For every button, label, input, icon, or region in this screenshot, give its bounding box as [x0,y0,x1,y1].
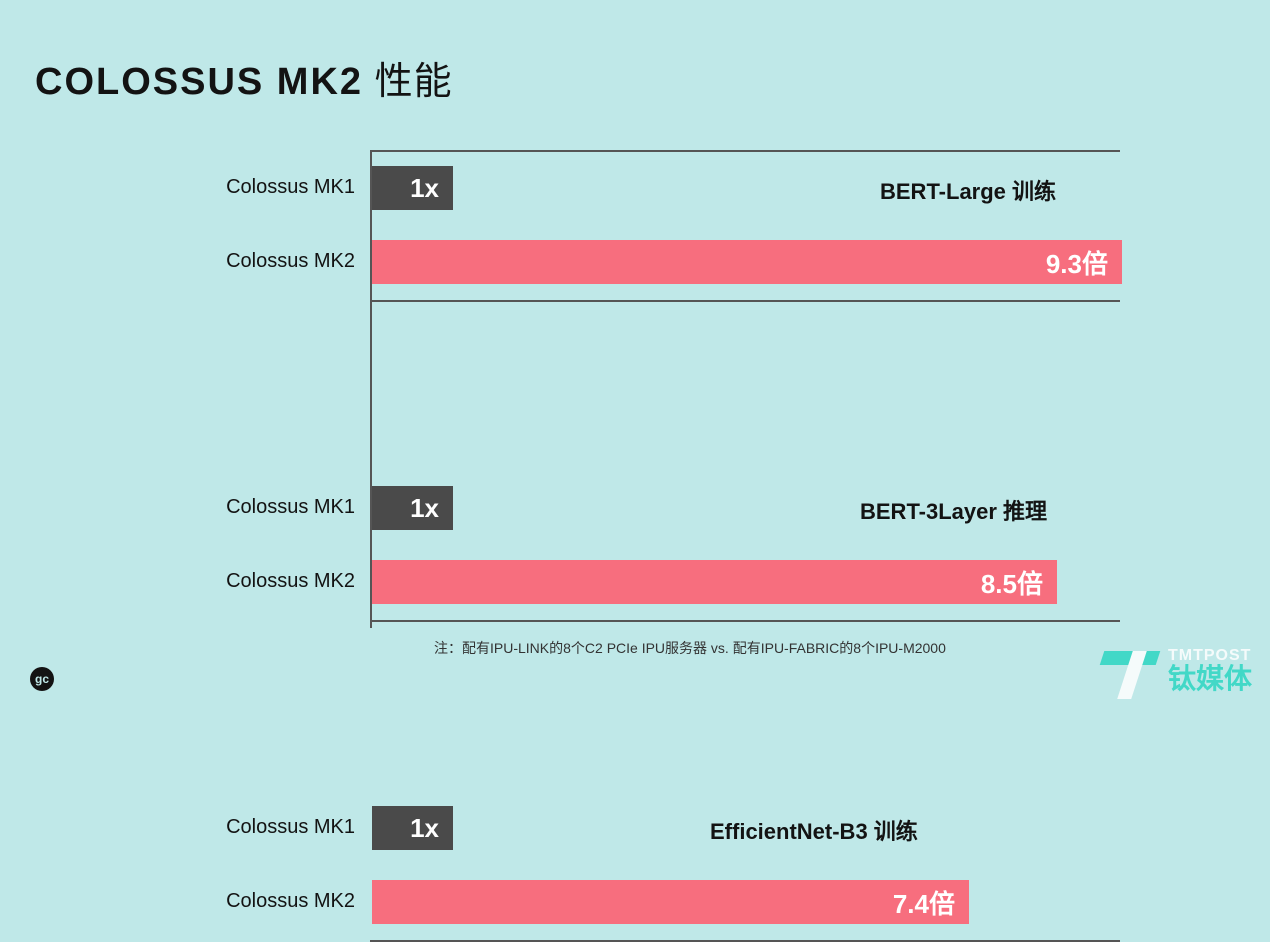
tmtpost-logo-icon [1102,643,1158,699]
performance-chart: Colossus MK1 1x Colossus MK2 9.3倍 BERT-Large… [0,150,1270,630]
benchmark-group: Colossus MK1 1x Colossus MK2 9.3倍 BERT-Large… [0,150,1270,300]
benchmark-label: EfficientNet-B3 训练 [710,814,918,846]
bar-mk1: 1x [372,806,453,850]
benchmark-label: BERT-Large 训练 [880,174,1056,206]
divider [370,300,1120,302]
divider [370,620,1120,622]
row-label: Colossus MK1 [0,496,355,519]
bar-mk2: 8.5倍 [372,560,1057,604]
benchmark-label: BERT-3Layer 推理 [860,494,1047,526]
title-brand: COLOSSUS MK2 [35,61,363,103]
row-label: Colossus MK1 [0,816,355,839]
bar-value: 8.5倍 [981,564,1043,601]
title-suffix: 性能 [375,61,453,103]
page-title: COLOSSUS MK2 性能 [35,50,453,105]
bar-value: 1x [410,493,439,524]
divider [370,150,1120,152]
row-label: Colossus MK2 [0,250,355,273]
footnote: 注：配有IPU-LINK的8个C2 PCIe IPU服务器 vs. 配有IPU-… [434,638,946,658]
bar-value: 1x [410,173,439,204]
watermark-en: TMTPOST [1168,647,1252,665]
row-label: Colossus MK2 [0,890,355,913]
tmtpost-watermark: TMTPOST 钛媒体 [1102,643,1252,699]
bar-mk1: 1x [372,486,453,530]
benchmark-group: Colossus MK1 1x Colossus MK2 7.4倍 EfficientN… [0,790,1270,940]
bar-mk1: 1x [372,166,453,210]
bar-value: 7.4倍 [893,884,955,921]
gc-logo-icon: gc [30,667,54,691]
row-label: Colossus MK2 [0,570,355,593]
row-label: Colossus MK1 [0,176,355,199]
benchmark-group: Colossus MK1 1x Colossus MK2 8.5倍 BERT-3Laye… [0,470,1270,620]
bar-mk2: 9.3倍 [372,240,1122,284]
bar-value: 9.3倍 [1046,244,1108,281]
bar-mk2: 7.4倍 [372,880,969,924]
watermark-cn: 钛媒体 [1168,664,1252,695]
bar-value: 1x [410,813,439,844]
